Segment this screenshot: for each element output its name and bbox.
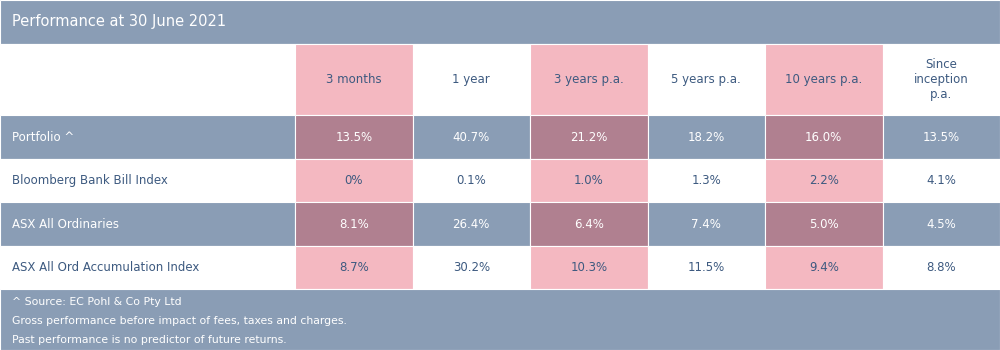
Bar <box>295 159 413 202</box>
Text: 7.4%: 7.4% <box>691 218 721 231</box>
Bar <box>883 159 1000 202</box>
Text: ^ Source: EC Pohl & Co Pty Ltd: ^ Source: EC Pohl & Co Pty Ltd <box>12 297 182 307</box>
Text: 6.4%: 6.4% <box>574 218 604 231</box>
Bar <box>413 159 530 202</box>
Bar <box>530 202 648 246</box>
Bar <box>413 246 530 289</box>
Text: 40.7%: 40.7% <box>453 131 490 144</box>
Bar <box>765 246 883 289</box>
Bar <box>0 0 1000 43</box>
Text: 10 years p.a.: 10 years p.a. <box>785 73 862 86</box>
Text: Since
inception
p.a.: Since inception p.a. <box>914 58 969 101</box>
Bar <box>0 246 295 289</box>
Bar <box>295 116 413 159</box>
Bar <box>0 43 295 116</box>
Text: 11.5%: 11.5% <box>688 261 725 274</box>
Bar <box>0 116 295 159</box>
Text: 13.5%: 13.5% <box>335 131 372 144</box>
Bar <box>883 202 1000 246</box>
Text: 30.2%: 30.2% <box>453 261 490 274</box>
Bar <box>0 289 1000 350</box>
Text: 9.4%: 9.4% <box>809 261 839 274</box>
Bar <box>413 116 530 159</box>
Text: 13.5%: 13.5% <box>923 131 960 144</box>
Text: 26.4%: 26.4% <box>453 218 490 231</box>
Text: 2.2%: 2.2% <box>809 174 839 187</box>
Bar <box>530 116 648 159</box>
Bar <box>413 43 530 116</box>
Bar <box>765 202 883 246</box>
Text: 5 years p.a.: 5 years p.a. <box>671 73 741 86</box>
Text: 18.2%: 18.2% <box>688 131 725 144</box>
Text: 5.0%: 5.0% <box>809 218 839 231</box>
Bar <box>648 116 765 159</box>
Text: ASX All Ord Accumulation Index: ASX All Ord Accumulation Index <box>12 261 199 274</box>
Text: 10.3%: 10.3% <box>570 261 607 274</box>
Bar <box>295 202 413 246</box>
Bar <box>648 246 765 289</box>
Text: 3 months: 3 months <box>326 73 382 86</box>
Text: 21.2%: 21.2% <box>570 131 607 144</box>
Text: Performance at 30 June 2021: Performance at 30 June 2021 <box>12 14 226 29</box>
Bar <box>295 246 413 289</box>
Bar <box>530 246 648 289</box>
Text: Gross performance before impact of fees, taxes and charges.: Gross performance before impact of fees,… <box>12 316 347 326</box>
Bar <box>648 159 765 202</box>
Text: 1.3%: 1.3% <box>691 174 721 187</box>
Text: 1.0%: 1.0% <box>574 174 604 187</box>
Text: 1 year: 1 year <box>452 73 490 86</box>
Text: 0%: 0% <box>344 174 363 187</box>
Text: 3 years p.a.: 3 years p.a. <box>554 73 624 86</box>
Bar <box>765 159 883 202</box>
Text: 4.1%: 4.1% <box>926 174 956 187</box>
Text: 16.0%: 16.0% <box>805 131 842 144</box>
Bar <box>883 43 1000 116</box>
Bar <box>0 159 295 202</box>
Text: Bloomberg Bank Bill Index: Bloomberg Bank Bill Index <box>12 174 168 187</box>
Bar <box>295 43 413 116</box>
Bar <box>765 43 883 116</box>
Text: 8.8%: 8.8% <box>926 261 956 274</box>
Bar <box>883 116 1000 159</box>
Text: 4.5%: 4.5% <box>926 218 956 231</box>
Text: Past performance is no predictor of future returns.: Past performance is no predictor of futu… <box>12 335 287 345</box>
Text: Portfolio ^: Portfolio ^ <box>12 131 74 144</box>
Bar <box>883 246 1000 289</box>
Bar <box>530 43 648 116</box>
Text: 0.1%: 0.1% <box>456 174 486 187</box>
Text: 8.1%: 8.1% <box>339 218 369 231</box>
Text: 8.7%: 8.7% <box>339 261 369 274</box>
Bar <box>0 202 295 246</box>
Bar <box>648 202 765 246</box>
Bar <box>530 159 648 202</box>
Bar <box>413 202 530 246</box>
Bar <box>765 116 883 159</box>
Bar <box>648 43 765 116</box>
Text: ASX All Ordinaries: ASX All Ordinaries <box>12 218 119 231</box>
